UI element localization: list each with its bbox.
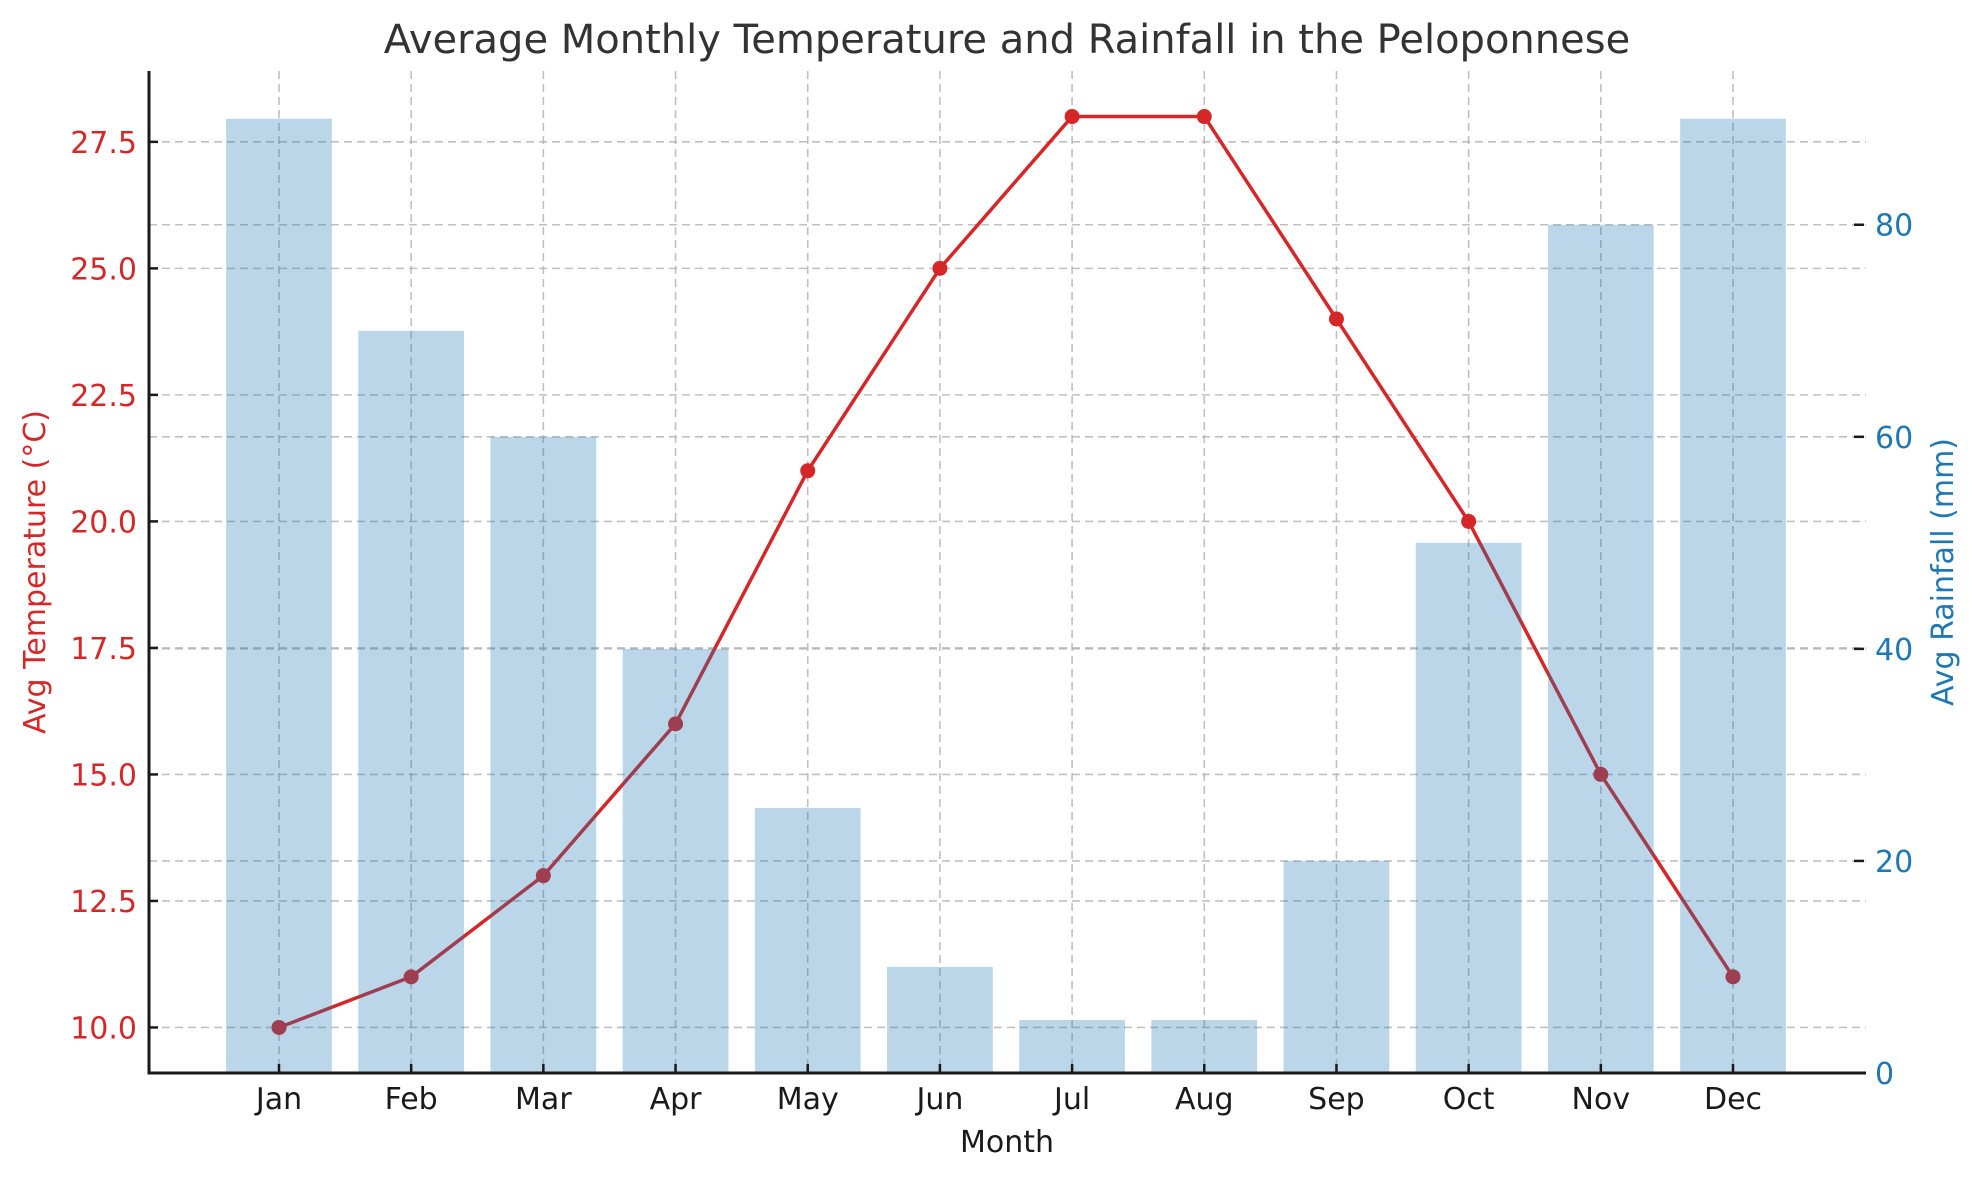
rainfall-bar-nov <box>1547 224 1654 1073</box>
y-right-tick-label: 40 <box>1875 633 1913 668</box>
y-axis-right-label: Avg Rainfall (mm) <box>1926 438 1961 706</box>
temperature-line <box>278 114 1735 1030</box>
y-left-tick-label: 17.5 <box>70 632 137 667</box>
x-tick-label: Jun <box>914 1082 963 1117</box>
y-axis-left-label: Avg Temperature (°C) <box>18 410 53 734</box>
rainfall-series <box>226 118 1786 1073</box>
y-left-tick-label: 22.5 <box>70 379 137 414</box>
rainfall-bar-jan <box>226 118 332 1073</box>
rainfall-bar-dec <box>1680 118 1786 1073</box>
rainfall-bar-mar <box>490 436 597 1073</box>
y-left-tick-label: 15.0 <box>70 758 137 793</box>
y-left-tick-label: 20.0 <box>70 505 137 540</box>
temperature-point-aug <box>1196 109 1212 125</box>
chart-title: Average Monthly Temperature and Rainfall… <box>384 17 1630 63</box>
rainfall-bar-jun <box>887 966 993 1073</box>
y-right-tick-label: 20 <box>1875 845 1913 880</box>
x-tick-label: May <box>777 1082 839 1117</box>
y-right-tick-label: 0 <box>1875 1057 1894 1092</box>
rainfall-bar-sep <box>1283 860 1390 1073</box>
temperature-point-may <box>800 463 816 479</box>
tick-labels: Jan Feb Mar Apr May Jun Jul Aug Sep Oct Nov Dec 10.0… <box>70 126 1913 1117</box>
x-tick-label: Feb <box>385 1082 438 1117</box>
y-right-tick-label: 60 <box>1875 421 1913 456</box>
x-tick-label: Aug <box>1175 1082 1234 1117</box>
rainfall-bar-feb <box>358 330 465 1073</box>
temperature-point-apr <box>668 716 684 732</box>
temperature-point-oct <box>1461 513 1477 529</box>
y-left-tick-label: 10.0 <box>70 1011 137 1046</box>
x-tick-label: Jul <box>1052 1082 1090 1117</box>
x-tick-label: Apr <box>650 1082 703 1117</box>
rainfall-bar-oct <box>1415 542 1522 1073</box>
temperature-series <box>271 109 1741 1035</box>
x-tick-label: Jan <box>254 1082 302 1117</box>
temperature-point-jan <box>271 1019 287 1035</box>
temperature-point-jul <box>1064 109 1080 125</box>
y-right-tick-label: 80 <box>1875 209 1913 244</box>
x-tick-label: Mar <box>515 1082 572 1117</box>
temperature-point-dec <box>1725 969 1741 985</box>
rainfall-bar-may <box>754 807 861 1073</box>
y-left-tick-label: 25.0 <box>70 252 137 287</box>
temperature-point-nov <box>1593 766 1609 782</box>
x-tick-label: Nov <box>1572 1082 1631 1117</box>
x-tick-label: Oct <box>1443 1082 1495 1117</box>
x-axis-label: Month <box>960 1125 1054 1160</box>
temperature-point-jun <box>932 260 948 276</box>
axes <box>147 71 1866 1075</box>
x-tick-label: Sep <box>1308 1082 1365 1117</box>
temperature-point-sep <box>1328 311 1344 327</box>
temperature-point-feb <box>403 969 419 985</box>
temperature-point-mar <box>535 868 551 884</box>
y-left-tick-label: 27.5 <box>70 126 137 161</box>
y-left-tick-label: 12.5 <box>70 885 137 920</box>
x-tick-label: Dec <box>1704 1082 1762 1117</box>
rainfall-bar-apr <box>622 648 729 1073</box>
